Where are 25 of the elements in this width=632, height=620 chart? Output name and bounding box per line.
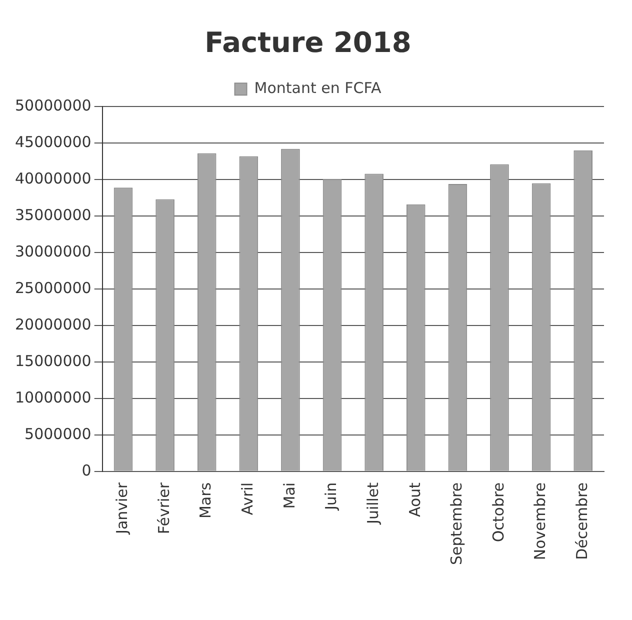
y-tick-label: 25000000 xyxy=(14,278,92,297)
y-tick-label: 20000000 xyxy=(14,315,92,334)
x-tick-label: Avril xyxy=(238,482,257,516)
y-tick-label: 5000000 xyxy=(24,424,92,443)
y-tick-label: 35000000 xyxy=(14,206,92,224)
x-tick-label: Novembre xyxy=(531,482,550,560)
y-tick-label: 30000000 xyxy=(14,242,92,260)
y-tick-label: 15000000 xyxy=(14,352,92,370)
y-tick-label: 45000000 xyxy=(14,132,92,151)
y-tick-label: 10000000 xyxy=(14,388,92,406)
x-tick-label: Mars xyxy=(196,482,215,519)
x-tick-label: Octobre xyxy=(489,482,508,542)
x-tick-label: Février xyxy=(154,482,173,534)
x-tick-label: Aout xyxy=(406,482,424,517)
y-tick-label: 0 xyxy=(82,461,92,480)
x-tick-label: Janvier xyxy=(113,482,132,535)
y-tick-label: 50000000 xyxy=(14,96,92,114)
x-tick-label: Décembre xyxy=(572,482,591,560)
x-tick-label: Juin xyxy=(322,482,340,512)
legend-label: Montant en FCFA xyxy=(254,78,382,97)
y-tick-label: 40000000 xyxy=(14,169,92,188)
x-tick-label: Septembre xyxy=(448,482,466,566)
x-tick-label: Mai xyxy=(280,482,298,509)
x-tick-label: Juillet xyxy=(364,482,382,525)
chart-title: Facture 2018 xyxy=(204,26,412,60)
